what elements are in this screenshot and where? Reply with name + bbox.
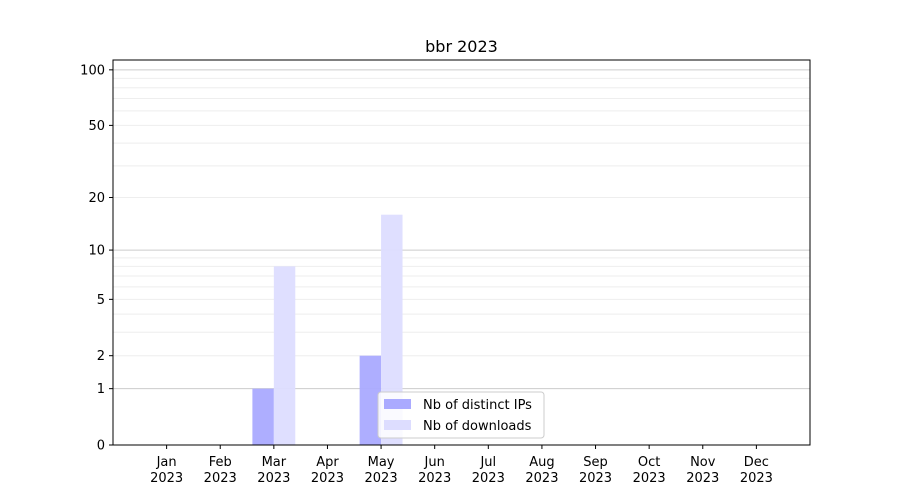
x-tick-label: Jan 2023 bbox=[150, 455, 183, 486]
x-tick-label: Dec 2023 bbox=[740, 455, 773, 486]
chart-title: bbr 2023 bbox=[425, 37, 498, 56]
y-tick-label: 0 bbox=[97, 439, 105, 454]
bar-distinct-ips bbox=[359, 355, 382, 445]
y-tick-label: 50 bbox=[88, 119, 105, 134]
y-tick-label: 10 bbox=[88, 244, 105, 259]
y-tick-label: 20 bbox=[88, 191, 105, 206]
legend: Nb of distinct IPs Nb of downloads bbox=[377, 391, 545, 439]
legend-swatch bbox=[384, 420, 411, 430]
x-tick-label: Feb 2023 bbox=[204, 455, 237, 486]
y-tick-label: 5 bbox=[97, 293, 105, 308]
x-tick-label: Nov 2023 bbox=[686, 455, 719, 486]
legend-label: Nb of downloads bbox=[423, 419, 532, 434]
y-tick-label: 1 bbox=[97, 382, 105, 397]
x-tick-label: May 2023 bbox=[365, 455, 398, 486]
legend-box bbox=[377, 391, 545, 439]
bar-downloads bbox=[273, 266, 296, 445]
x-tick-label: Apr 2023 bbox=[311, 455, 344, 486]
x-tick-label: Jun 2023 bbox=[418, 455, 451, 486]
y-tick-label: 2 bbox=[97, 349, 105, 364]
x-tick-label: Jul 2023 bbox=[472, 455, 505, 486]
y-tick-label: 100 bbox=[80, 63, 105, 78]
x-tick-label: Mar 2023 bbox=[257, 455, 290, 486]
bar-distinct-ips bbox=[252, 388, 274, 445]
x-tick-label: Aug 2023 bbox=[525, 455, 558, 486]
legend-label: Nb of distinct IPs bbox=[423, 398, 532, 413]
x-tick-label: Sep 2023 bbox=[579, 455, 612, 486]
legend-swatch bbox=[384, 399, 411, 409]
bar-downloads bbox=[381, 214, 403, 445]
x-tick-label: Oct 2023 bbox=[633, 455, 666, 486]
plot-frame bbox=[112, 59, 811, 446]
